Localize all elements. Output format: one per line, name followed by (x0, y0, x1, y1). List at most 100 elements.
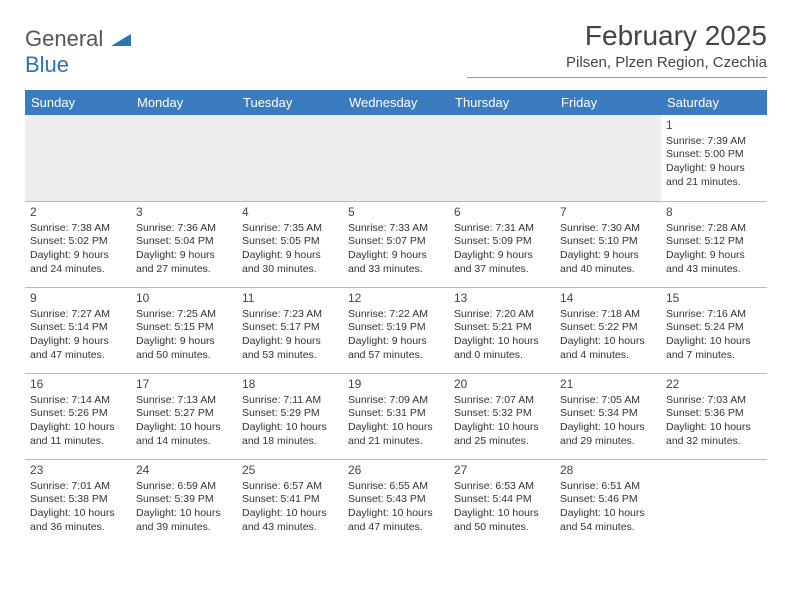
sunset-line: Sunset: 5:27 PM (136, 407, 232, 421)
day-number: 16 (30, 377, 126, 393)
sunset-line: Sunset: 5:22 PM (560, 321, 656, 335)
day-cell: 1Sunrise: 7:39 AMSunset: 5:00 PMDaylight… (661, 115, 767, 201)
day-cell (555, 115, 661, 201)
day-number: 4 (242, 205, 338, 221)
sunset-line: Sunset: 5:21 PM (454, 321, 550, 335)
sunrise-line: Sunrise: 7:35 AM (242, 222, 338, 236)
daylight-line: Daylight: 10 hours and 18 minutes. (242, 421, 338, 448)
day-number: 1 (666, 118, 762, 134)
daylight-line: Daylight: 10 hours and 39 minutes. (136, 507, 232, 534)
day-cell: 3Sunrise: 7:36 AMSunset: 5:04 PMDaylight… (131, 201, 237, 287)
day-cell: 10Sunrise: 7:25 AMSunset: 5:15 PMDayligh… (131, 287, 237, 373)
day-number: 10 (136, 291, 232, 307)
sunrise-line: Sunrise: 7:27 AM (30, 308, 126, 322)
daylight-line: Daylight: 9 hours and 30 minutes. (242, 249, 338, 276)
daylight-line: Daylight: 10 hours and 50 minutes. (454, 507, 550, 534)
day-cell: 17Sunrise: 7:13 AMSunset: 5:27 PMDayligh… (131, 373, 237, 459)
sunrise-line: Sunrise: 7:28 AM (666, 222, 762, 236)
sunset-line: Sunset: 5:38 PM (30, 493, 126, 507)
sunrise-line: Sunrise: 7:05 AM (560, 394, 656, 408)
calendar-grid: 1Sunrise: 7:39 AMSunset: 5:00 PMDaylight… (25, 115, 767, 545)
sunset-line: Sunset: 5:29 PM (242, 407, 338, 421)
weekday-header-cell: Wednesday (343, 90, 449, 115)
logo: General Blue (25, 26, 131, 78)
title-area: February 2025 Pilsen, Plzen Region, Czec… (467, 20, 767, 78)
logo-triangle-icon (111, 26, 131, 52)
daylight-line: Daylight: 10 hours and 7 minutes. (666, 335, 762, 362)
sunset-line: Sunset: 5:10 PM (560, 235, 656, 249)
day-cell: 16Sunrise: 7:14 AMSunset: 5:26 PMDayligh… (25, 373, 131, 459)
sunrise-line: Sunrise: 6:51 AM (560, 480, 656, 494)
day-number: 12 (348, 291, 444, 307)
day-cell: 5Sunrise: 7:33 AMSunset: 5:07 PMDaylight… (343, 201, 449, 287)
calendar: SundayMondayTuesdayWednesdayThursdayFrid… (25, 90, 767, 545)
day-cell (131, 115, 237, 201)
day-number: 23 (30, 463, 126, 479)
day-number: 25 (242, 463, 338, 479)
day-number: 6 (454, 205, 550, 221)
location-subtitle: Pilsen, Plzen Region, Czechia (467, 54, 767, 78)
sunrise-line: Sunrise: 7:03 AM (666, 394, 762, 408)
sunrise-line: Sunrise: 7:30 AM (560, 222, 656, 236)
day-cell: 9Sunrise: 7:27 AMSunset: 5:14 PMDaylight… (25, 287, 131, 373)
daylight-line: Daylight: 10 hours and 4 minutes. (560, 335, 656, 362)
day-number: 22 (666, 377, 762, 393)
day-number: 8 (666, 205, 762, 221)
daylight-line: Daylight: 9 hours and 53 minutes. (242, 335, 338, 362)
day-cell: 27Sunrise: 6:53 AMSunset: 5:44 PMDayligh… (449, 459, 555, 545)
day-number: 27 (454, 463, 550, 479)
day-cell: 14Sunrise: 7:18 AMSunset: 5:22 PMDayligh… (555, 287, 661, 373)
sunrise-line: Sunrise: 7:11 AM (242, 394, 338, 408)
sunrise-line: Sunrise: 7:38 AM (30, 222, 126, 236)
daylight-line: Daylight: 10 hours and 43 minutes. (242, 507, 338, 534)
month-title: February 2025 (467, 20, 767, 52)
sunrise-line: Sunrise: 6:53 AM (454, 480, 550, 494)
sunset-line: Sunset: 5:07 PM (348, 235, 444, 249)
sunrise-line: Sunrise: 7:09 AM (348, 394, 444, 408)
day-number: 19 (348, 377, 444, 393)
sunrise-line: Sunrise: 7:25 AM (136, 308, 232, 322)
day-cell: 15Sunrise: 7:16 AMSunset: 5:24 PMDayligh… (661, 287, 767, 373)
day-number: 20 (454, 377, 550, 393)
day-cell: 11Sunrise: 7:23 AMSunset: 5:17 PMDayligh… (237, 287, 343, 373)
day-cell: 20Sunrise: 7:07 AMSunset: 5:32 PMDayligh… (449, 373, 555, 459)
sunrise-line: Sunrise: 7:39 AM (666, 135, 762, 149)
sunrise-line: Sunrise: 7:14 AM (30, 394, 126, 408)
day-cell: 21Sunrise: 7:05 AMSunset: 5:34 PMDayligh… (555, 373, 661, 459)
day-cell: 19Sunrise: 7:09 AMSunset: 5:31 PMDayligh… (343, 373, 449, 459)
weekday-header-cell: Thursday (449, 90, 555, 115)
day-cell (237, 115, 343, 201)
day-cell (661, 459, 767, 545)
weekday-header-cell: Tuesday (237, 90, 343, 115)
sunset-line: Sunset: 5:43 PM (348, 493, 444, 507)
day-number: 18 (242, 377, 338, 393)
sunset-line: Sunset: 5:15 PM (136, 321, 232, 335)
day-cell: 28Sunrise: 6:51 AMSunset: 5:46 PMDayligh… (555, 459, 661, 545)
daylight-line: Daylight: 10 hours and 0 minutes. (454, 335, 550, 362)
sunrise-line: Sunrise: 7:22 AM (348, 308, 444, 322)
day-cell: 12Sunrise: 7:22 AMSunset: 5:19 PMDayligh… (343, 287, 449, 373)
daylight-line: Daylight: 9 hours and 37 minutes. (454, 249, 550, 276)
day-cell: 8Sunrise: 7:28 AMSunset: 5:12 PMDaylight… (661, 201, 767, 287)
daylight-line: Daylight: 10 hours and 32 minutes. (666, 421, 762, 448)
sunrise-line: Sunrise: 7:33 AM (348, 222, 444, 236)
day-number: 13 (454, 291, 550, 307)
sunrise-line: Sunrise: 6:59 AM (136, 480, 232, 494)
daylight-line: Daylight: 9 hours and 21 minutes. (666, 162, 762, 189)
sunset-line: Sunset: 5:26 PM (30, 407, 126, 421)
sunset-line: Sunset: 5:09 PM (454, 235, 550, 249)
daylight-line: Daylight: 10 hours and 29 minutes. (560, 421, 656, 448)
sunset-line: Sunset: 5:12 PM (666, 235, 762, 249)
sunset-line: Sunset: 5:04 PM (136, 235, 232, 249)
day-cell: 22Sunrise: 7:03 AMSunset: 5:36 PMDayligh… (661, 373, 767, 459)
day-number: 3 (136, 205, 232, 221)
daylight-line: Daylight: 9 hours and 50 minutes. (136, 335, 232, 362)
day-number: 5 (348, 205, 444, 221)
day-cell: 26Sunrise: 6:55 AMSunset: 5:43 PMDayligh… (343, 459, 449, 545)
day-number: 26 (348, 463, 444, 479)
day-number: 24 (136, 463, 232, 479)
day-number: 14 (560, 291, 656, 307)
sunset-line: Sunset: 5:05 PM (242, 235, 338, 249)
weekday-header-cell: Saturday (661, 90, 767, 115)
sunset-line: Sunset: 5:41 PM (242, 493, 338, 507)
